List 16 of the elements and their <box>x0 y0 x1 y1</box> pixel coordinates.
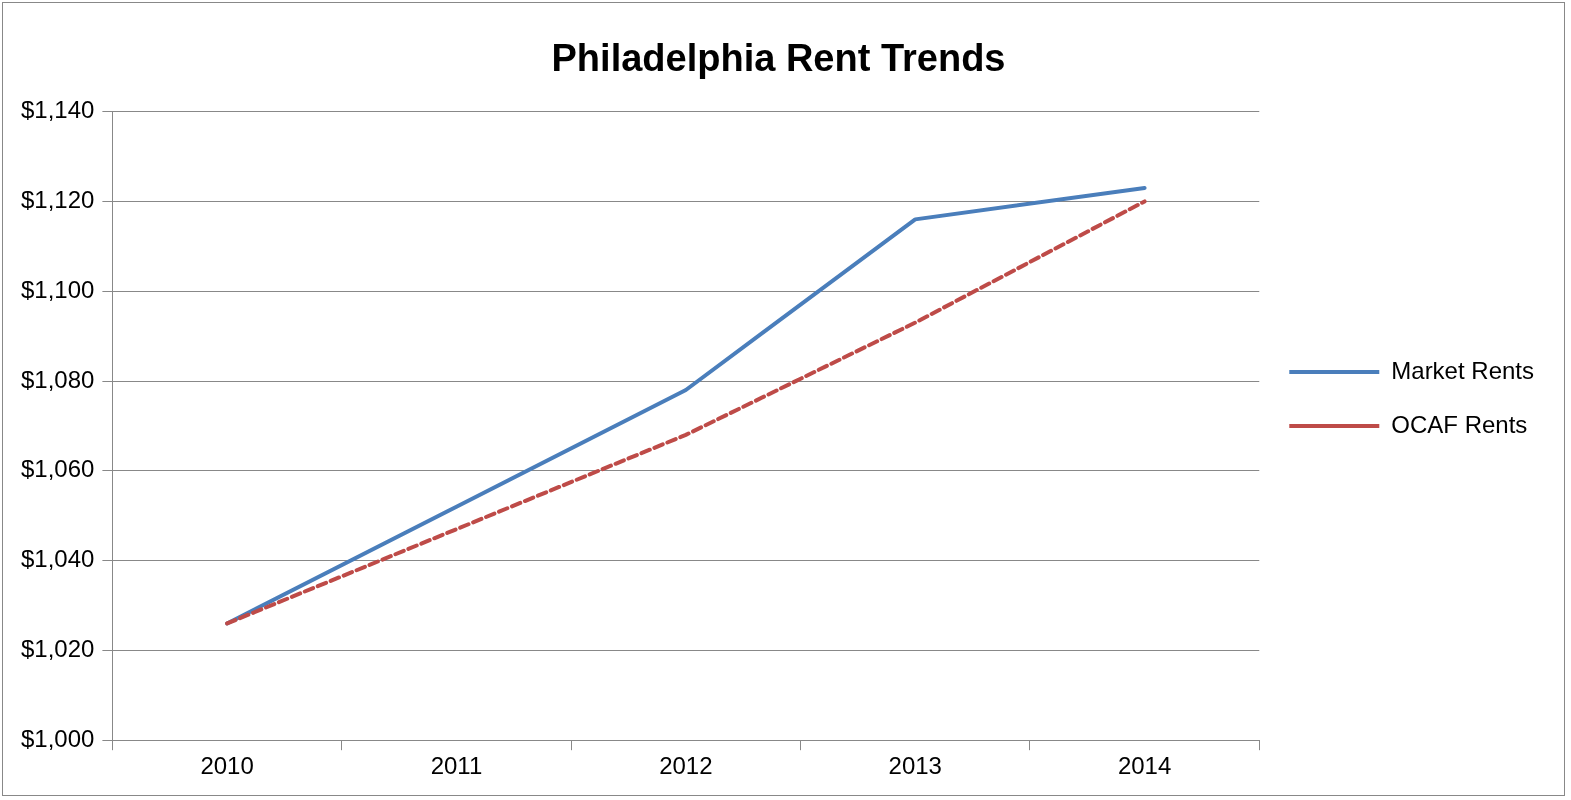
y-tick-label: $1,100 <box>21 275 95 303</box>
x-tick-label: 2011 <box>430 752 483 780</box>
y-tick-label: $1,060 <box>21 455 95 483</box>
chart-title: Philadelphia Rent Trends <box>551 37 1006 80</box>
y-tick-label: $1,140 <box>21 96 95 124</box>
y-tick-label: $1,020 <box>21 635 95 663</box>
y-tick-label: $1,120 <box>21 186 95 214</box>
legend-label: Market Rents <box>1391 356 1535 384</box>
y-tick-label: $1,080 <box>21 365 95 393</box>
y-tick-label: $1,040 <box>21 545 95 573</box>
x-tick-label: 2010 <box>200 752 254 780</box>
x-tick-label: 2014 <box>1117 752 1172 780</box>
x-tick-label: 2013 <box>888 752 942 780</box>
x-tick-label: 2012 <box>659 752 713 780</box>
y-tick-label: $1,000 <box>21 724 95 752</box>
legend-label: OCAF Rents <box>1391 410 1528 438</box>
